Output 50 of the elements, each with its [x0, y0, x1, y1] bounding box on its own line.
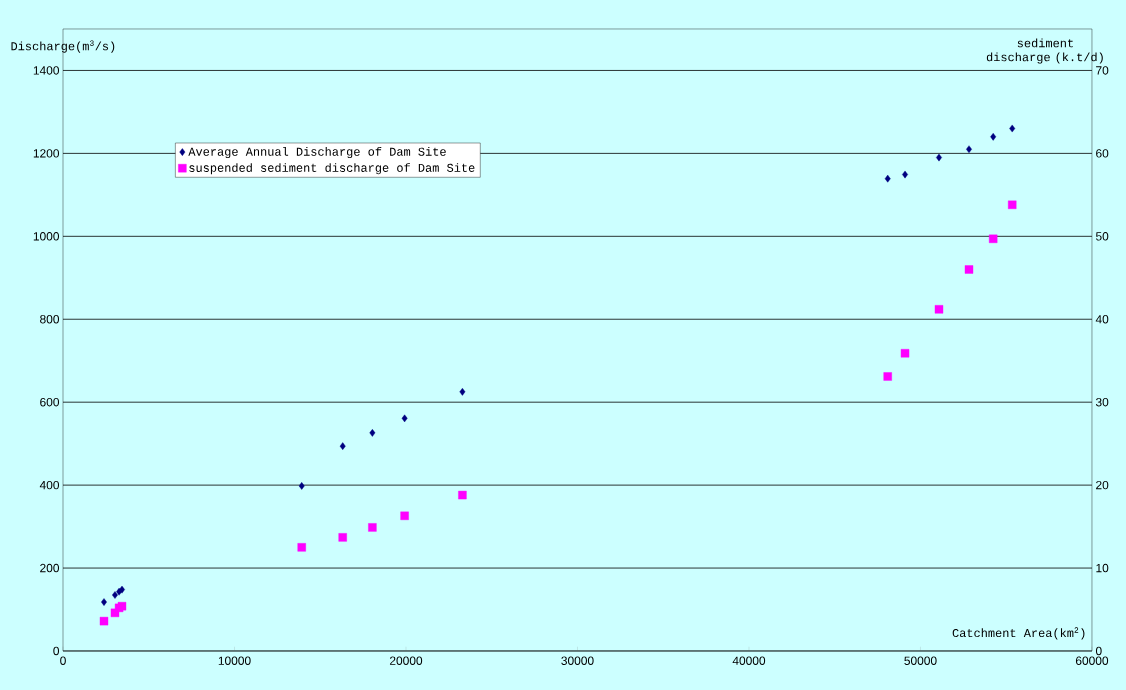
x-tick-label: 20000 — [389, 656, 423, 665]
y2-axis-title: sediment discharge (k.t/d) — [986, 38, 1103, 64]
x-tick-label: 10000 — [218, 656, 251, 665]
point — [990, 132, 997, 141]
x-tick-label: 50000 — [904, 656, 937, 665]
point — [338, 533, 347, 542]
point — [369, 429, 376, 437]
y2-tick-label: 70 — [1096, 66, 1109, 75]
y-tick-label: 200 — [40, 563, 60, 573]
y2-tick-label: 30 — [1095, 397, 1109, 407]
y2-tick-label: 60 — [1096, 149, 1109, 158]
point — [339, 442, 346, 450]
point — [458, 490, 467, 500]
point — [988, 234, 998, 243]
point — [99, 616, 109, 626]
y-tick-label: 400 — [39, 480, 60, 490]
point — [884, 174, 891, 183]
y-axis-title: Discharge(m$^{3}$/s) — [11, 40, 115, 53]
point — [400, 511, 409, 520]
point — [883, 372, 892, 381]
point — [368, 523, 377, 532]
x-tick-label: 60000 — [1075, 656, 1109, 665]
x-tick-label: 0 — [60, 656, 66, 665]
y2-tick-label: 40 — [1095, 315, 1109, 324]
y-tick-label: 1200 — [33, 149, 60, 158]
x-tick-label: 40000 — [732, 656, 766, 665]
point — [1009, 124, 1016, 133]
point — [459, 388, 466, 396]
y-tick-label: 0 — [53, 646, 60, 656]
point — [934, 305, 944, 314]
point — [1008, 200, 1017, 209]
y-tick-label: 1000 — [33, 232, 60, 241]
point — [101, 598, 107, 606]
point — [112, 591, 118, 599]
y-tick-label: 1400 — [33, 66, 60, 75]
point — [298, 482, 305, 490]
y2-tick-label: 20 — [1096, 480, 1109, 490]
x-tick-label: 30000 — [561, 656, 594, 665]
point — [401, 414, 408, 423]
legend-label: suspended sediment discharge of Dam Site — [189, 163, 475, 175]
legend-label: Average Annual Discharge of Dam Site — [188, 147, 446, 159]
y-tick-label: 800 — [40, 315, 60, 324]
y-tick-label: 600 — [40, 397, 60, 407]
point — [297, 543, 306, 552]
point — [900, 349, 910, 358]
point — [964, 265, 974, 274]
x-axis-title: Catchment Area(km$^{2}$) — [952, 627, 1085, 640]
y2-tick-label: 50 — [1095, 232, 1109, 241]
y2-tick-label: 10 — [1096, 563, 1109, 573]
y2-tick-label: 0 — [1095, 646, 1102, 656]
